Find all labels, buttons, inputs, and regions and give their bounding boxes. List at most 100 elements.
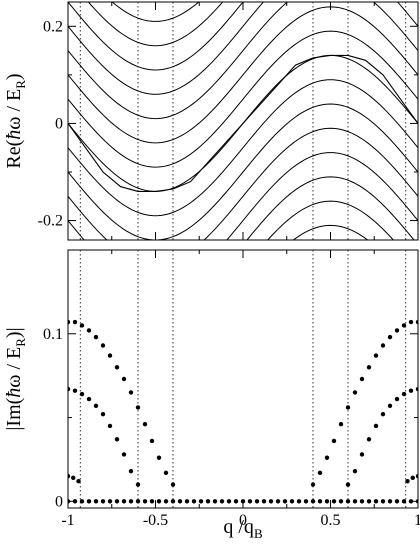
data-point	[324, 455, 330, 460]
data-point	[415, 473, 418, 479]
top-band-curves	[68, 2, 418, 386]
data-point	[380, 343, 386, 348]
baseline-point	[296, 499, 302, 504]
x-tick-label: -0.5	[143, 512, 168, 529]
top-y-axis-label: Re(ħω / ER)	[3, 73, 28, 168]
baseline-point	[345, 499, 351, 504]
baseline-point	[191, 499, 197, 504]
data-point	[68, 319, 71, 325]
baseline-point	[79, 499, 85, 504]
data-point	[149, 438, 155, 444]
baseline-point	[156, 499, 162, 504]
baseline-point	[352, 499, 358, 504]
band-curve	[267, 200, 394, 240]
data-point	[394, 396, 400, 402]
data-point	[401, 391, 407, 397]
data-point	[86, 328, 92, 333]
data-point	[366, 437, 372, 442]
data-point	[86, 396, 92, 402]
baseline-point	[170, 499, 176, 504]
baseline-point	[254, 499, 260, 504]
y-tick-label: 0.2	[43, 18, 63, 35]
baseline-point	[226, 499, 232, 504]
baseline-point	[268, 499, 274, 504]
data-point	[366, 365, 372, 370]
baseline-point	[387, 499, 393, 504]
baseline-point	[359, 499, 365, 504]
band-curve	[68, 6, 418, 144]
baseline-point	[135, 499, 141, 504]
baseline-point	[198, 499, 204, 504]
band-curve	[68, 250, 418, 386]
band-curve	[68, 2, 418, 120]
data-point	[114, 437, 120, 442]
baseline-point	[247, 499, 253, 504]
bottom-panel-imag-part: -1 -0.5 0 0.5 1 0 0.1 |Im(ħω / ER)| q /qB	[3, 249, 420, 541]
x-axis-label: q /qB	[223, 516, 263, 541]
data-point	[170, 482, 176, 487]
baseline-point	[282, 499, 288, 504]
data-point	[128, 390, 134, 395]
baseline-point	[261, 499, 267, 504]
band-curve	[68, 2, 418, 71]
data-point	[79, 391, 85, 397]
baseline-point	[100, 499, 106, 504]
data-point	[68, 386, 71, 392]
data-point	[394, 328, 400, 333]
data-point	[387, 334, 393, 340]
x-tick-label: 0.5	[321, 512, 341, 529]
data-point	[79, 323, 85, 328]
baseline-point	[219, 499, 225, 504]
data-point	[72, 319, 78, 325]
data-point	[317, 470, 323, 476]
data-point	[373, 423, 379, 429]
data-point	[156, 455, 162, 460]
baseline-point	[324, 499, 330, 504]
baseline-point	[142, 499, 148, 504]
data-point	[352, 390, 358, 395]
data-point	[331, 438, 337, 444]
band-curve	[68, 103, 418, 240]
baseline-point	[380, 499, 386, 504]
band-curve	[246, 176, 415, 240]
baseline-point	[366, 499, 372, 504]
data-point	[401, 323, 407, 328]
data-point	[71, 475, 76, 481]
baseline-point	[121, 499, 127, 504]
band-curve	[111, 2, 200, 22]
data-point	[408, 388, 414, 393]
baseline-point	[128, 499, 134, 504]
x-tick-label: -1	[61, 512, 74, 529]
data-point	[135, 482, 141, 487]
zero-band-curve	[68, 54, 418, 192]
data-point	[142, 422, 148, 427]
data-point	[387, 403, 393, 409]
data-point	[352, 468, 358, 474]
baseline-point	[289, 499, 295, 504]
top-panel-real-part: -0.2 0 0.2 Re(ħω / ER)	[3, 1, 419, 386]
baseline-point	[86, 499, 92, 504]
baseline-point	[93, 499, 99, 504]
baseline-point	[310, 499, 316, 504]
data-point	[100, 411, 106, 417]
data-point	[135, 405, 141, 410]
band-curve	[68, 30, 418, 168]
data-point	[128, 468, 134, 474]
band-curve	[68, 2, 418, 95]
bottom-plot-frame	[67, 249, 419, 509]
bottom-y-axis-label: |Im(ħω / ER)|	[3, 327, 28, 430]
baseline-point	[394, 499, 400, 504]
y-tick-label: 0	[55, 493, 63, 510]
data-point	[121, 452, 127, 457]
y-tick-label: 0	[55, 115, 63, 132]
data-point	[410, 475, 415, 481]
baseline-point	[177, 499, 183, 504]
y-tick-label: 0.1	[43, 326, 63, 343]
bottom-axis-ticks: -1 -0.5 0 0.5 1 0 0.1	[43, 250, 420, 529]
baseline-point	[401, 499, 407, 504]
data-point	[380, 411, 386, 417]
baseline-point	[149, 499, 155, 504]
data-point	[76, 478, 81, 484]
